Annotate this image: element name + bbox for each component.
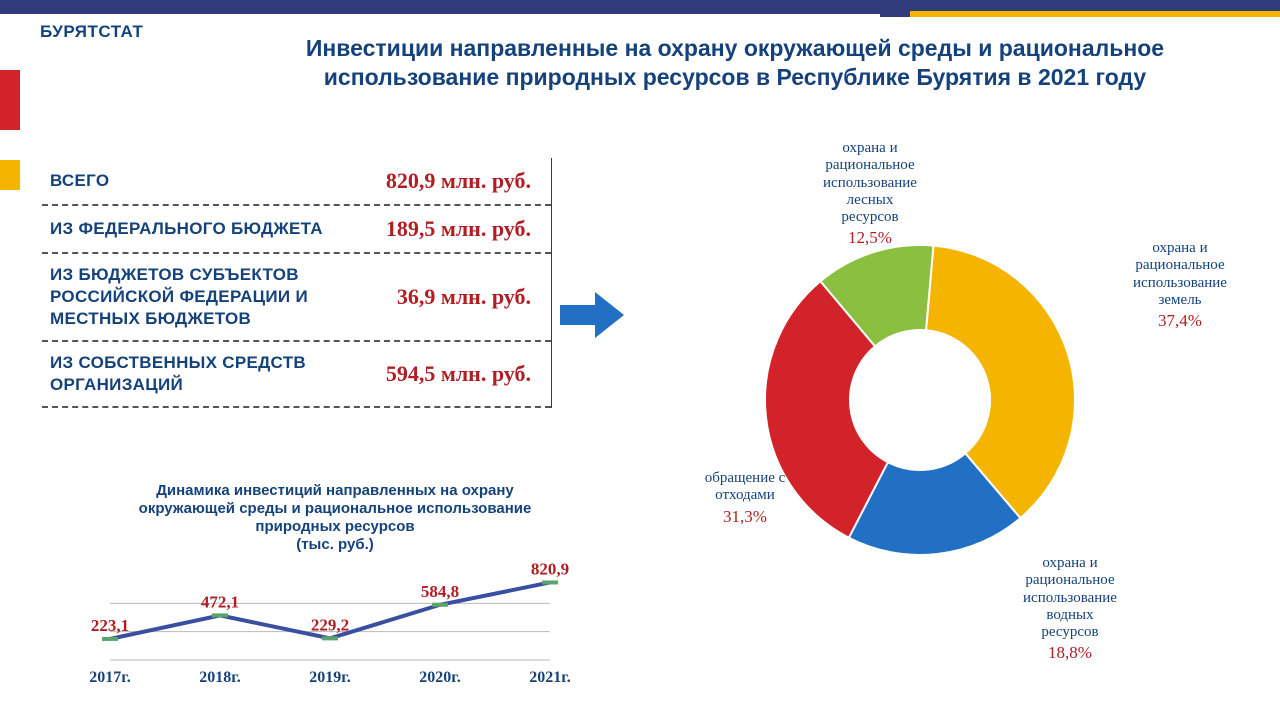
linechart-title: Динамика инвестиций направленных на охра… — [110, 482, 560, 554]
funding-table: ВСЕГО820,9 млн. руб.ИЗ ФЕДЕРАЛЬНОГО БЮДЖ… — [42, 158, 552, 408]
row-label: ИЗ БЮДЖЕТОВ СУБЪЕКТОВ РОССИЙСКОЙ ФЕДЕРАЦ… — [50, 264, 397, 330]
donut-slice-label: охрана ирациональноеиспользованиелесныхр… — [795, 140, 945, 248]
svg-text:2021г.: 2021г. — [529, 669, 570, 686]
svg-text:584,8: 584,8 — [421, 582, 459, 601]
linechart: 2017г. 2018г. 2019г. 2020г. 2021г. 223,1 472,1… — [90, 560, 570, 690]
side-accent-red — [0, 70, 20, 130]
svg-text:229,2: 229,2 — [311, 615, 349, 634]
page-title: Инвестиции направленные на охрану окружа… — [300, 34, 1170, 92]
table-row: ИЗ БЮДЖЕТОВ СУБЪЕКТОВ РОССИЙСКОЙ ФЕДЕРАЦ… — [42, 254, 551, 342]
donut-slice-label: охрана ирациональноеиспользованиеводныхр… — [995, 555, 1145, 663]
svg-text:2017г.: 2017г. — [90, 669, 131, 686]
row-label: ВСЕГО — [50, 170, 386, 192]
row-value: 594,5 млн. руб. — [386, 361, 541, 387]
header-accent-yellow — [910, 11, 1280, 17]
header-accent-blue — [880, 11, 910, 17]
svg-text:2020г.: 2020г. — [419, 669, 460, 686]
row-value: 189,5 млн. руб. — [386, 216, 541, 242]
arrow-icon — [560, 290, 624, 340]
table-row: ИЗ СОБСТВЕННЫХ СРЕДСТВ ОРГАНИЗАЦИЙ594,5 … — [42, 342, 551, 408]
donut-chart: охрана ирациональноеиспользованиелесныхр… — [625, 140, 1265, 700]
row-value: 820,9 млн. руб. — [386, 168, 541, 194]
row-value: 36,9 млн. руб. — [397, 284, 541, 310]
donut-slice-label: охрана ирациональноеиспользованиеземель3… — [1105, 240, 1255, 331]
brand-label: БУРЯТСТАТ — [40, 22, 143, 42]
svg-text:2019г.: 2019г. — [309, 669, 350, 686]
row-label: ИЗ СОБСТВЕННЫХ СРЕДСТВ ОРГАНИЗАЦИЙ — [50, 352, 386, 396]
svg-text:223,1: 223,1 — [91, 616, 129, 635]
svg-text:472,1: 472,1 — [201, 592, 239, 611]
table-row: ВСЕГО820,9 млн. руб. — [42, 158, 551, 206]
row-label: ИЗ ФЕДЕРАЛЬНОГО БЮДЖЕТА — [50, 218, 386, 240]
side-accent-yellow — [0, 160, 20, 190]
donut-slice-label: обращение сотходами31,3% — [675, 470, 815, 526]
svg-text:2018г.: 2018г. — [199, 669, 240, 686]
table-row: ИЗ ФЕДЕРАЛЬНОГО БЮДЖЕТА189,5 млн. руб. — [42, 206, 551, 254]
svg-text:820,9: 820,9 — [531, 560, 569, 578]
